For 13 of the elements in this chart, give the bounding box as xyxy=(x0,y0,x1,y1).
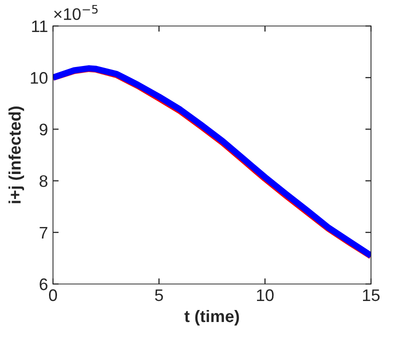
text: ×10$^{−5}$ xyxy=(54,4,98,20)
x-tick-label: 5 xyxy=(155,289,163,302)
x-tick-label: 0 xyxy=(49,289,57,302)
x-tick-label: 15 xyxy=(363,289,380,302)
y-tick-label: 6 xyxy=(40,278,48,290)
y-tick-label: 9 xyxy=(40,124,48,136)
y-tick-label: 11 xyxy=(32,20,48,32)
y-tick-label: 8 xyxy=(40,175,48,188)
x-tick-label: 10 xyxy=(257,289,274,302)
y-tick-label: 7 xyxy=(40,226,48,238)
x-axis-title: t (time) xyxy=(184,310,239,326)
y-tick-label: 10 xyxy=(30,72,48,84)
y-axis-title: i+j (infected) xyxy=(8,106,24,204)
